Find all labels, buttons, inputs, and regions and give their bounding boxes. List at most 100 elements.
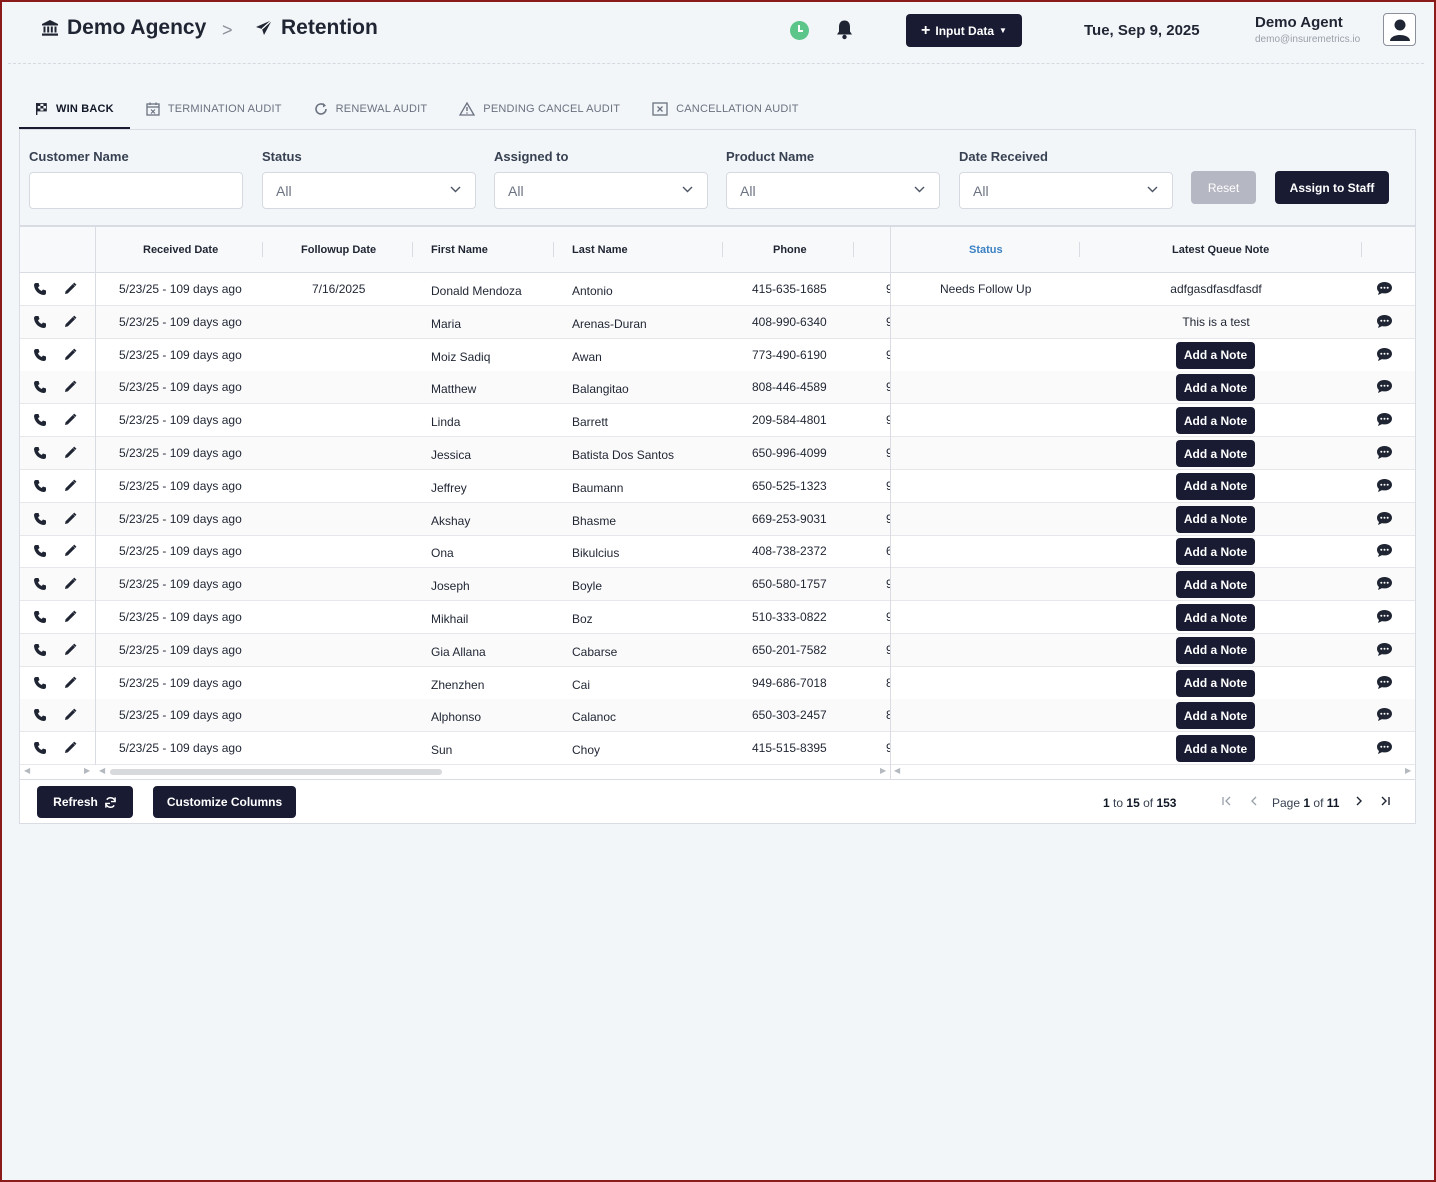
tab-pending-cancel-audit[interactable]: PENDING CANCEL AUDIT xyxy=(443,90,636,128)
col-first-name[interactable]: First Name xyxy=(431,244,488,256)
phone-icon[interactable] xyxy=(33,446,47,460)
pencil-icon[interactable] xyxy=(63,315,77,329)
product-name-select[interactable]: All xyxy=(726,172,940,209)
pencil-icon[interactable] xyxy=(63,610,77,624)
col-followup-date[interactable]: Followup Date xyxy=(301,244,377,256)
column-resize-handle[interactable] xyxy=(262,242,263,257)
col-latest-queue-note[interactable]: Latest Queue Note xyxy=(1172,244,1270,256)
chat-icon[interactable] xyxy=(1376,543,1393,558)
chat-icon[interactable] xyxy=(1376,675,1393,690)
column-resize-handle[interactable] xyxy=(722,242,723,257)
chat-icon[interactable] xyxy=(1376,314,1393,329)
reset-button[interactable]: Reset xyxy=(1191,171,1256,204)
tab-renewal-audit[interactable]: RENEWAL AUDIT xyxy=(298,90,444,128)
phone-icon[interactable] xyxy=(33,544,47,558)
pencil-icon[interactable] xyxy=(63,708,77,722)
assigned-to-select[interactable]: All xyxy=(494,172,708,209)
phone-icon[interactable] xyxy=(33,577,47,591)
add-note-button[interactable]: Add a Note xyxy=(1176,604,1255,631)
chat-icon[interactable] xyxy=(1376,478,1393,493)
table-row[interactable]: 5/23/25 - 109 days ago Linda Barrett 209-58… xyxy=(20,404,1415,438)
chat-icon[interactable] xyxy=(1376,347,1393,362)
date-received-select[interactable]: All xyxy=(959,172,1173,209)
chat-icon[interactable] xyxy=(1376,445,1393,460)
col-phone[interactable]: Phone xyxy=(773,244,807,256)
chat-icon[interactable] xyxy=(1376,740,1393,755)
next-page-icon[interactable] xyxy=(1353,795,1365,807)
pencil-icon[interactable] xyxy=(63,741,77,755)
status-select[interactable]: All xyxy=(262,172,476,209)
table-row[interactable]: 5/23/25 - 109 days ago 7/16/2025 Donald Me… xyxy=(20,273,1415,306)
chat-icon[interactable] xyxy=(1376,707,1393,722)
col-last-name[interactable]: Last Name xyxy=(572,244,628,256)
table-row[interactable]: 5/23/25 - 109 days ago Akshay Bhasme 669-25… xyxy=(20,502,1415,536)
table-row[interactable]: 5/23/25 - 109 days ago Moiz Sadiq Awan 773-… xyxy=(20,339,1415,372)
column-resize-handle[interactable] xyxy=(412,242,413,257)
add-note-button[interactable]: Add a Note xyxy=(1176,636,1255,664)
table-row[interactable]: 5/23/25 - 109 days ago Jessica Batista Dos… xyxy=(20,437,1415,470)
last-page-icon[interactable] xyxy=(1379,795,1391,807)
scroll-right-arrow[interactable]: ▶ xyxy=(880,766,887,775)
scroll-right-arrow[interactable]: ▶ xyxy=(84,766,91,775)
breadcrumb-agency[interactable]: Demo Agency xyxy=(41,16,206,40)
pencil-icon[interactable] xyxy=(63,479,77,493)
tab-win-back[interactable]: WIN BACK xyxy=(19,90,130,129)
table-row[interactable]: 5/23/25 - 109 days ago Joseph Boyle 650-580… xyxy=(20,568,1415,602)
column-resize-handle[interactable] xyxy=(1079,242,1080,257)
add-note-button[interactable]: Add a Note xyxy=(1176,669,1255,697)
add-note-button[interactable]: Add a Note xyxy=(1176,407,1255,435)
phone-icon[interactable] xyxy=(33,610,47,624)
table-row[interactable]: 5/23/25 - 109 days ago Sun Choy 415-515-839… xyxy=(20,732,1415,766)
customize-columns-button[interactable]: Customize Columns xyxy=(153,786,296,818)
input-data-dropdown[interactable]: + Input Data ▼ xyxy=(906,14,1022,47)
col-received-date[interactable]: Received Date xyxy=(143,244,219,256)
pencil-icon[interactable] xyxy=(63,643,77,657)
previous-page-icon[interactable] xyxy=(1248,795,1260,807)
column-resize-handle[interactable] xyxy=(853,242,854,257)
phone-icon[interactable] xyxy=(33,512,47,526)
add-note-button[interactable]: Add a Note xyxy=(1176,702,1255,730)
phone-icon[interactable] xyxy=(33,741,47,755)
phone-icon[interactable] xyxy=(33,315,47,329)
add-note-button[interactable]: Add a Note xyxy=(1176,472,1255,500)
add-note-button[interactable]: Add a Note xyxy=(1176,440,1255,467)
scroll-left-arrow[interactable]: ◀ xyxy=(99,766,106,775)
phone-icon[interactable] xyxy=(33,348,47,362)
scroll-left-arrow[interactable]: ◀ xyxy=(24,766,31,775)
refresh-button[interactable]: Refresh xyxy=(37,786,133,818)
add-note-button[interactable]: Add a Note xyxy=(1176,505,1255,533)
col-status[interactable]: Status xyxy=(969,244,1003,256)
first-page-icon[interactable] xyxy=(1221,795,1233,807)
table-row[interactable]: 5/23/25 - 109 days ago Jeffrey Baumann 650-… xyxy=(20,470,1415,503)
scroll-left-arrow[interactable]: ◀ xyxy=(894,766,901,775)
chat-icon[interactable] xyxy=(1376,281,1393,296)
table-row[interactable]: 5/23/25 - 109 days ago Mikhail Boz 510-333-… xyxy=(20,601,1415,634)
phone-icon[interactable] xyxy=(33,643,47,657)
chat-icon[interactable] xyxy=(1376,576,1393,591)
phone-icon[interactable] xyxy=(33,413,47,427)
table-row[interactable]: 5/23/25 - 109 days ago Maria Arenas-Duran 4… xyxy=(20,305,1415,339)
avatar[interactable] xyxy=(1383,13,1416,46)
assign-to-staff-button[interactable]: Assign to Staff xyxy=(1275,171,1389,204)
pencil-icon[interactable] xyxy=(63,512,77,526)
chat-icon[interactable] xyxy=(1376,511,1393,526)
column-resize-handle[interactable] xyxy=(1361,242,1362,257)
pencil-icon[interactable] xyxy=(63,282,77,296)
add-note-button[interactable]: Add a Note xyxy=(1176,341,1255,369)
pencil-icon[interactable] xyxy=(63,348,77,362)
tab-cancellation-audit[interactable]: CANCELLATION AUDIT xyxy=(636,90,815,128)
pencil-icon[interactable] xyxy=(63,676,77,690)
table-row[interactable]: 5/23/25 - 109 days ago Zhenzhen Cai 949-686… xyxy=(20,667,1415,700)
horizontal-scrollbar[interactable]: ◀ ▶ ◀ ▶ ◀ ▶ xyxy=(20,765,1415,779)
phone-icon[interactable] xyxy=(33,479,47,493)
table-row[interactable]: 5/23/25 - 109 days ago Matthew Balangitao 8… xyxy=(20,371,1415,405)
table-row[interactable]: 5/23/25 - 109 days ago Gia Allana Cabarse 6… xyxy=(20,633,1415,667)
chat-icon[interactable] xyxy=(1376,379,1393,394)
bell-icon[interactable] xyxy=(835,19,854,45)
scroll-right-arrow[interactable]: ▶ xyxy=(1405,766,1412,775)
table-row[interactable]: 5/23/25 - 109 days ago Alphonso Calanoc 650… xyxy=(20,699,1415,733)
add-note-button[interactable]: Add a Note xyxy=(1176,571,1255,599)
customer-name-input[interactable] xyxy=(29,172,243,209)
pencil-icon[interactable] xyxy=(63,544,77,558)
pencil-icon[interactable] xyxy=(63,380,77,394)
